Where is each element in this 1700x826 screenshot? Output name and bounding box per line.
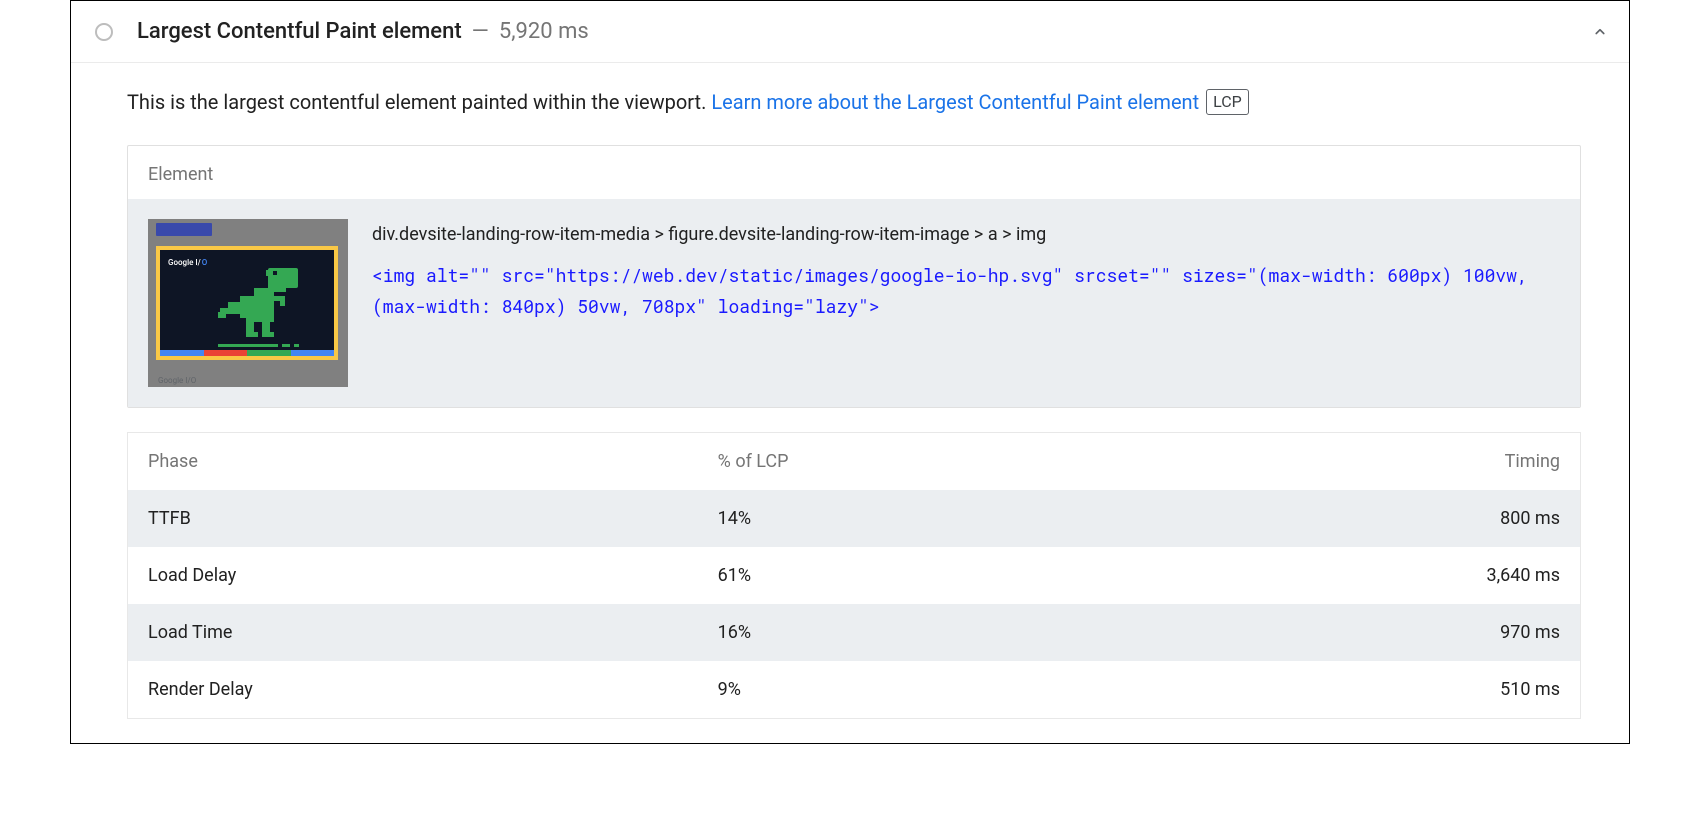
phase-timing: 510 ms: [1133, 661, 1581, 719]
phase-name: Render Delay: [128, 661, 698, 719]
element-row: Google I/O: [128, 199, 1580, 407]
dino-icon: [218, 268, 313, 348]
col-pct: % of LCP: [698, 433, 1133, 491]
audit-title: Largest Contentful Paint element: [137, 19, 462, 44]
thumb-caption: Google I/O: [158, 376, 196, 385]
google-color-strip: [160, 350, 334, 356]
element-thumbnail: Google I/O: [148, 219, 348, 387]
chevron-up-icon[interactable]: [1591, 23, 1609, 41]
thumb-logo: Google I/O: [168, 258, 207, 267]
element-text-block: div.devsite-landing-row-item-media > fig…: [372, 219, 1560, 323]
phase-pct: 14%: [698, 490, 1133, 547]
lcp-badge: LCP: [1206, 89, 1249, 115]
col-phase: Phase: [128, 433, 698, 491]
thumb-inner: Google I/O: [160, 250, 334, 356]
phase-row: Load Delay 61% 3,640 ms: [128, 547, 1581, 604]
audit-description: This is the largest contentful element p…: [127, 87, 1581, 117]
status-circle-icon: [95, 23, 113, 41]
audit-body: This is the largest contentful element p…: [71, 63, 1629, 743]
phase-table-header-row: Phase % of LCP Timing: [128, 433, 1581, 491]
phase-table: Phase % of LCP Timing TTFB 14% 800 ms Lo…: [127, 432, 1581, 719]
thumb-card: Google I/O: [156, 246, 338, 360]
phase-pct: 61%: [698, 547, 1133, 604]
audit-header[interactable]: Largest Contentful Paint element — 5,920…: [71, 1, 1629, 63]
phase-row: Render Delay 9% 510 ms: [128, 661, 1581, 719]
thumb-button-preview: [156, 223, 212, 236]
phase-timing: 3,640 ms: [1133, 547, 1581, 604]
audit-timing-value: 5,920 ms: [499, 19, 589, 44]
title-separator: —: [472, 19, 489, 44]
phase-timing: 800 ms: [1133, 490, 1581, 547]
phase-pct: 9%: [698, 661, 1133, 719]
phase-pct: 16%: [698, 604, 1133, 661]
phase-timing: 970 ms: [1133, 604, 1581, 661]
description-text: This is the largest contentful element p…: [127, 90, 711, 114]
phase-name: TTFB: [128, 490, 698, 547]
learn-more-link[interactable]: Learn more about the Largest Contentful …: [711, 90, 1199, 114]
phase-row: Load Time 16% 970 ms: [128, 604, 1581, 661]
phase-name: Load Delay: [128, 547, 698, 604]
lcp-audit-panel: Largest Contentful Paint element — 5,920…: [70, 0, 1630, 744]
element-html-snippet: <img alt="" src="https://web.dev/static/…: [372, 260, 1560, 323]
phase-name: Load Time: [128, 604, 698, 661]
col-timing: Timing: [1133, 433, 1581, 491]
phase-row: TTFB 14% 800 ms: [128, 490, 1581, 547]
element-section: Element Google I/O: [127, 145, 1581, 408]
element-selector: div.devsite-landing-row-item-media > fig…: [372, 221, 1560, 250]
element-section-label: Element: [128, 146, 1580, 199]
